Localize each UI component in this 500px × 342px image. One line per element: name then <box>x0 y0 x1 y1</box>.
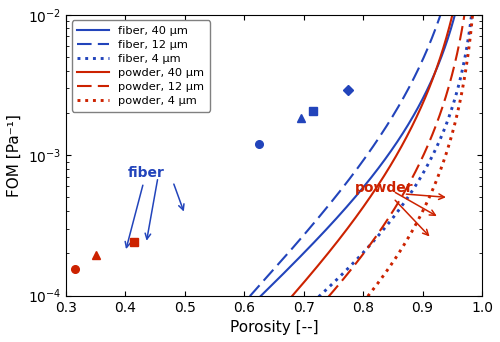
Legend: fiber, 40 μm, fiber, 12 μm, fiber, 4 μm, powder, 40 μm, powder, 12 μm, powder, 4: fiber, 40 μm, fiber, 12 μm, fiber, 4 μm,… <box>72 21 210 112</box>
Y-axis label: FOM [Pa⁻¹]: FOM [Pa⁻¹] <box>7 114 22 197</box>
X-axis label: Porosity [--]: Porosity [--] <box>230 320 318 335</box>
Text: fiber: fiber <box>125 166 164 248</box>
Text: powder: powder <box>354 181 428 235</box>
